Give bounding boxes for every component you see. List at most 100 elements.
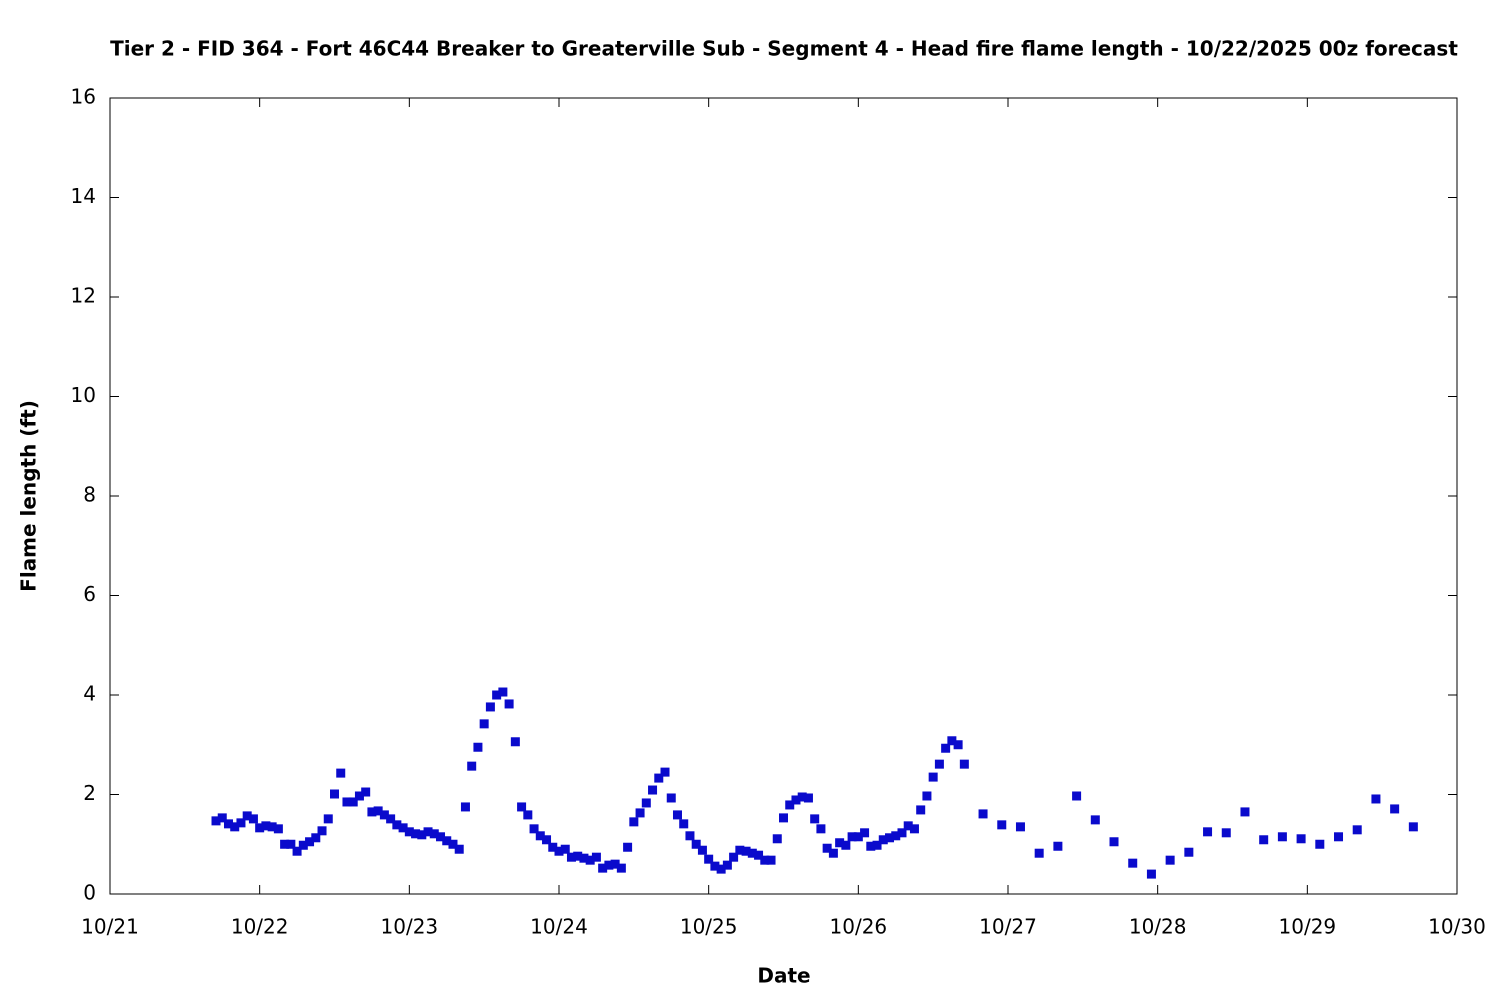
point [298, 840, 308, 850]
point [1128, 858, 1138, 868]
point [785, 800, 795, 810]
point [404, 827, 414, 837]
point [1034, 848, 1044, 858]
point [891, 831, 901, 841]
x-tick-label: 10/27 [979, 915, 1037, 939]
point [236, 818, 246, 828]
point [467, 761, 477, 771]
x-tick-label: 10/30 [1428, 915, 1486, 939]
point [361, 787, 371, 797]
point [810, 814, 820, 824]
point [523, 810, 533, 820]
point [1408, 822, 1418, 832]
point [616, 863, 626, 873]
point [1053, 841, 1063, 851]
point [691, 839, 701, 849]
point [872, 840, 882, 850]
point [959, 759, 969, 769]
point [311, 833, 321, 843]
point [548, 842, 558, 852]
point [997, 820, 1007, 830]
point [754, 850, 764, 860]
point [885, 833, 895, 843]
point [766, 855, 776, 865]
point [710, 861, 720, 871]
point [354, 791, 364, 801]
point [729, 852, 739, 862]
point [916, 805, 926, 815]
point [330, 789, 339, 799]
point [866, 841, 876, 851]
point [641, 798, 651, 808]
point [953, 740, 963, 750]
y-tick-label: 4 [83, 682, 96, 706]
point [635, 808, 645, 818]
point [704, 854, 714, 864]
point [542, 835, 552, 845]
point [273, 824, 283, 834]
point [473, 742, 483, 752]
plot-frame [109, 97, 1458, 895]
point [460, 802, 470, 812]
point [841, 840, 851, 850]
point [941, 743, 951, 753]
point [217, 813, 227, 823]
point [280, 839, 290, 849]
point [735, 845, 745, 855]
point [1203, 827, 1213, 837]
point [816, 824, 826, 834]
point [492, 690, 502, 700]
point [803, 793, 813, 803]
point [267, 822, 277, 832]
point [591, 852, 601, 862]
point [479, 719, 489, 729]
point [760, 855, 770, 865]
point [498, 687, 508, 697]
point [242, 811, 252, 821]
point [554, 846, 564, 856]
point [660, 767, 670, 777]
point [860, 828, 870, 838]
y-tick-label: 8 [83, 483, 96, 507]
point [211, 816, 221, 826]
point [741, 846, 751, 856]
x-tick-label: 10/22 [231, 915, 289, 939]
point [679, 819, 689, 829]
point [853, 832, 863, 842]
point [317, 826, 327, 836]
point [367, 807, 377, 817]
point [598, 863, 608, 873]
point [585, 855, 595, 865]
point [835, 838, 845, 848]
point [1259, 835, 1269, 845]
y-tick-label: 6 [83, 582, 96, 606]
point [442, 836, 452, 846]
point [1015, 822, 1025, 832]
point [822, 843, 832, 853]
point [504, 699, 514, 709]
point [928, 772, 938, 782]
x-tick-label: 10/29 [1279, 915, 1337, 939]
point [535, 831, 545, 841]
point [392, 820, 402, 830]
point [629, 817, 639, 827]
point [373, 806, 383, 816]
point [1315, 839, 1325, 849]
point [305, 837, 315, 847]
point [485, 702, 495, 712]
point [255, 823, 265, 833]
point [348, 797, 358, 807]
x-tick-label: 10/23 [381, 915, 439, 939]
point [648, 785, 658, 795]
point [909, 824, 919, 834]
point [336, 768, 346, 778]
point [1072, 791, 1082, 801]
point [379, 810, 389, 820]
point [797, 792, 807, 802]
point [223, 819, 233, 829]
point [697, 845, 707, 855]
y-tick-label: 0 [83, 881, 96, 905]
point [934, 759, 944, 769]
y-tick-label: 2 [83, 781, 96, 805]
